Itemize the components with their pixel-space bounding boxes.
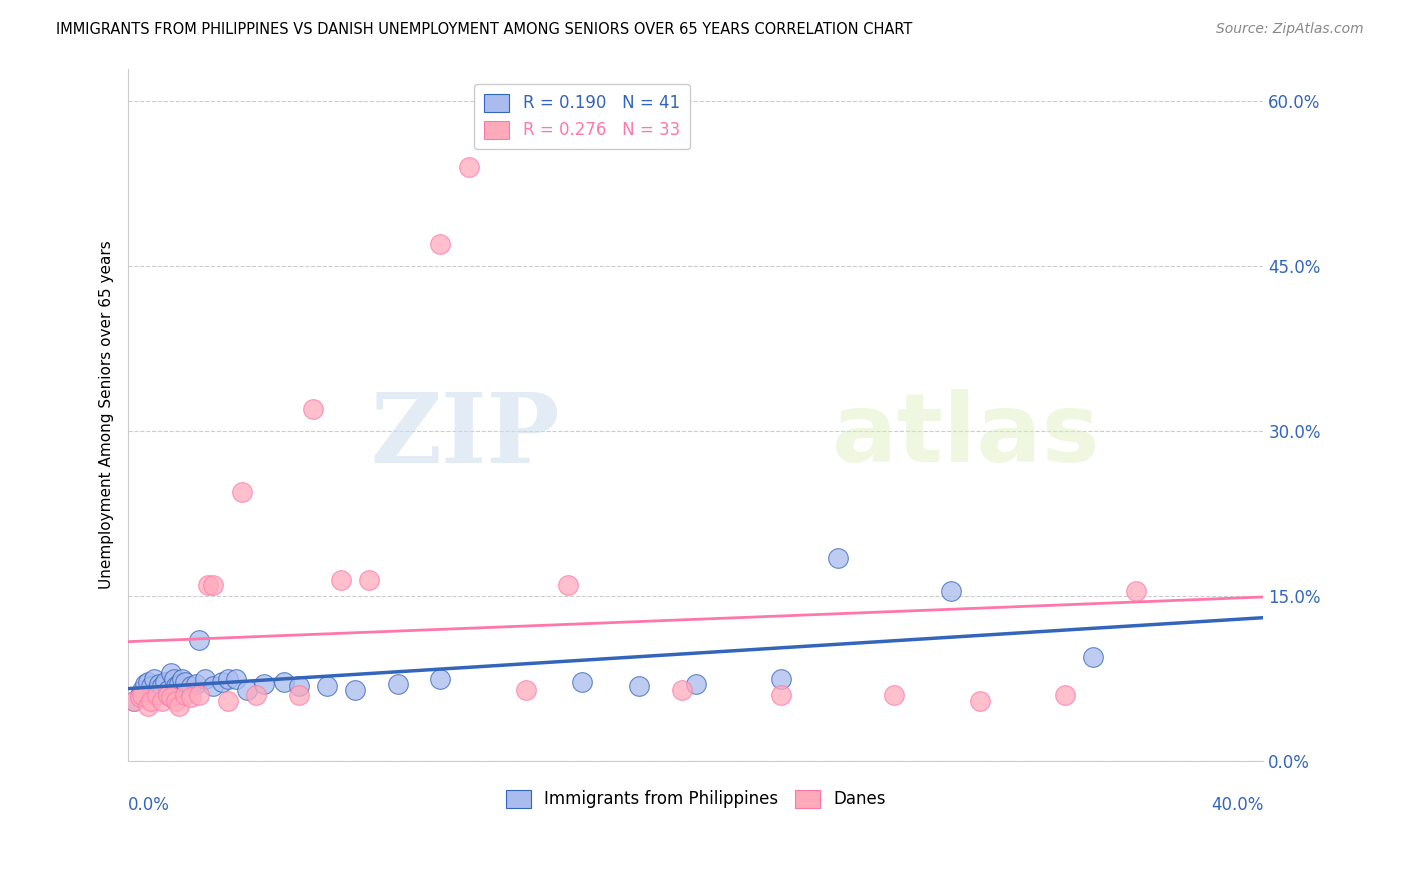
Point <box>166 693 188 707</box>
Point <box>159 666 181 681</box>
Point <box>153 674 176 689</box>
Point <box>387 677 409 691</box>
Point <box>174 688 197 702</box>
Point <box>231 484 253 499</box>
Point <box>156 682 179 697</box>
Point <box>122 693 145 707</box>
Point <box>194 672 217 686</box>
Point <box>457 161 479 175</box>
Point <box>769 672 792 686</box>
Text: Source: ZipAtlas.com: Source: ZipAtlas.com <box>1216 22 1364 37</box>
Text: ZIP: ZIP <box>370 389 560 483</box>
Point <box>128 688 150 702</box>
Point <box>969 693 991 707</box>
Point <box>253 677 276 691</box>
Point <box>142 672 165 686</box>
Point <box>174 674 197 689</box>
Point <box>139 679 162 693</box>
Point <box>172 672 194 686</box>
Point <box>202 578 225 592</box>
Point <box>211 674 233 689</box>
Point <box>166 679 188 693</box>
Point <box>769 688 792 702</box>
Point <box>197 578 219 592</box>
Point <box>122 693 145 707</box>
Point <box>186 677 208 691</box>
Point <box>136 674 159 689</box>
Point <box>180 690 202 705</box>
Point <box>163 672 186 686</box>
Point <box>225 672 247 686</box>
Point <box>571 674 593 689</box>
Point <box>134 677 156 691</box>
Legend: Immigrants from Philippines, Danes: Immigrants from Philippines, Danes <box>499 783 893 815</box>
Point <box>136 699 159 714</box>
Point <box>330 573 353 587</box>
Point <box>344 682 367 697</box>
Point <box>131 688 153 702</box>
Point <box>139 693 162 707</box>
Point <box>287 688 309 702</box>
Point <box>273 674 295 689</box>
Point <box>150 693 173 707</box>
Point <box>429 237 451 252</box>
Text: 40.0%: 40.0% <box>1211 796 1264 814</box>
Point <box>628 679 651 693</box>
Point <box>685 677 707 691</box>
Point <box>315 679 337 693</box>
Point <box>217 693 239 707</box>
Point <box>245 688 267 702</box>
Point <box>301 402 323 417</box>
Y-axis label: Unemployment Among Seniors over 65 years: Unemployment Among Seniors over 65 years <box>100 241 114 590</box>
Point <box>145 688 167 702</box>
Point <box>941 583 963 598</box>
Point <box>557 578 579 592</box>
Point <box>287 679 309 693</box>
Point <box>148 677 170 691</box>
Point <box>515 682 537 697</box>
Point <box>1081 649 1104 664</box>
Point <box>131 682 153 697</box>
Text: 0.0%: 0.0% <box>128 796 170 814</box>
Text: IMMIGRANTS FROM PHILIPPINES VS DANISH UNEMPLOYMENT AMONG SENIORS OVER 65 YEARS C: IMMIGRANTS FROM PHILIPPINES VS DANISH UN… <box>56 22 912 37</box>
Point <box>169 677 191 691</box>
Point <box>429 672 451 686</box>
Point <box>159 690 181 705</box>
Point <box>145 682 167 697</box>
Point <box>671 682 693 697</box>
Point <box>883 688 905 702</box>
Point <box>1053 688 1076 702</box>
Point <box>236 682 259 697</box>
Point <box>359 573 381 587</box>
Point <box>827 550 849 565</box>
Point <box>169 699 191 714</box>
Point <box>180 679 202 693</box>
Point <box>1125 583 1147 598</box>
Point <box>128 690 150 705</box>
Point <box>202 679 225 693</box>
Point <box>188 688 211 702</box>
Point <box>150 679 173 693</box>
Point <box>217 672 239 686</box>
Point <box>188 633 211 648</box>
Point <box>156 688 179 702</box>
Text: atlas: atlas <box>832 389 1101 482</box>
